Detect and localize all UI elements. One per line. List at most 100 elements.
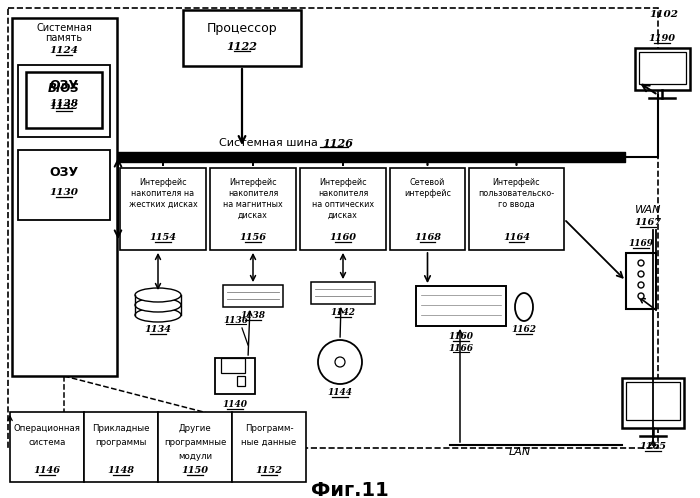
Text: 1128: 1128 [50, 99, 78, 108]
Text: 1150: 1150 [181, 466, 209, 475]
Bar [311, 282, 375, 304]
Bar [18, 150, 110, 220]
Text: го ввода: го ввода [498, 200, 535, 209]
Text: интерфейс: интерфейс [404, 189, 451, 198]
Text: 1146: 1146 [34, 466, 60, 475]
Bar [622, 378, 684, 428]
Text: Фиг.11: Фиг.11 [311, 481, 389, 498]
Bar [635, 48, 690, 90]
Text: накопителя на: накопителя на [132, 189, 195, 198]
Bar [416, 286, 506, 326]
Text: 1154: 1154 [150, 233, 176, 242]
Text: 1140: 1140 [223, 399, 248, 408]
Ellipse shape [515, 293, 533, 321]
Text: дисках: дисках [238, 211, 268, 220]
Circle shape [638, 271, 644, 277]
Bar [237, 376, 245, 386]
Text: Интерфейс: Интерфейс [229, 177, 276, 186]
Text: ОЗУ: ОЗУ [50, 165, 78, 178]
Text: Операционная: Операционная [13, 423, 80, 432]
Ellipse shape [135, 308, 181, 322]
Text: LAN: LAN [509, 447, 531, 457]
Text: Интерфейс: Интерфейс [493, 177, 540, 186]
Text: программные: программные [164, 438, 226, 447]
Text: 1144: 1144 [328, 387, 353, 396]
Bar [8, 8, 658, 448]
Text: 1169: 1169 [629, 239, 654, 248]
Ellipse shape [135, 298, 181, 312]
Text: 1167: 1167 [634, 218, 662, 227]
Text: Другие: Другие [178, 423, 211, 432]
Text: 1136: 1136 [223, 316, 248, 325]
Bar [232, 412, 306, 482]
Bar [158, 412, 232, 482]
Text: 1126: 1126 [322, 137, 353, 148]
Text: накопителя: накопителя [318, 189, 368, 198]
Text: 1122: 1122 [227, 40, 258, 51]
Circle shape [318, 340, 362, 384]
Bar [300, 168, 386, 250]
Bar [26, 72, 102, 128]
Text: 1164: 1164 [503, 233, 530, 242]
Text: 1162: 1162 [512, 325, 536, 334]
Text: ные данные: ные данные [241, 438, 297, 447]
Bar [639, 52, 686, 84]
Text: 1138: 1138 [241, 310, 265, 320]
Bar [390, 168, 465, 250]
Text: Интерфейс: Интерфейс [139, 177, 187, 186]
Bar [120, 168, 206, 250]
Text: программы: программы [95, 438, 147, 447]
Text: 1148: 1148 [108, 466, 134, 475]
Text: модули: модули [178, 452, 212, 461]
Text: Системная: Системная [36, 23, 92, 33]
Bar [12, 18, 117, 376]
Text: Процессор: Процессор [206, 21, 277, 34]
Bar [18, 65, 110, 137]
Text: 1168: 1168 [414, 233, 441, 242]
Bar [626, 382, 680, 420]
Bar [221, 358, 245, 373]
Text: 1160: 1160 [449, 332, 473, 341]
Circle shape [335, 357, 345, 367]
Text: 1124: 1124 [50, 45, 78, 54]
Text: 1156: 1156 [239, 233, 267, 242]
Text: Сетевой: Сетевой [410, 177, 445, 186]
Text: система: система [28, 438, 66, 447]
Text: жестких дисках: жестких дисках [129, 200, 197, 209]
Bar [10, 412, 84, 482]
Bar [223, 285, 283, 307]
Text: память: память [46, 33, 83, 43]
Text: Интерфейс: Интерфейс [319, 177, 367, 186]
Text: 1190: 1190 [648, 33, 676, 42]
Text: Прикладные: Прикладные [92, 423, 150, 432]
Text: Системная шина: Системная шина [219, 138, 318, 148]
Text: ОЗУ: ОЗУ [50, 79, 78, 92]
Text: 1152: 1152 [256, 466, 283, 475]
Circle shape [638, 260, 644, 266]
Text: накопителя: накопителя [228, 189, 278, 198]
Text: Программ-: Программ- [245, 423, 293, 432]
Text: 1132: 1132 [50, 102, 78, 111]
Text: на оптических: на оптических [312, 200, 374, 209]
Circle shape [638, 293, 644, 299]
Ellipse shape [135, 288, 181, 302]
Text: дисках: дисках [328, 211, 358, 220]
Text: 1102: 1102 [650, 9, 678, 18]
Bar [183, 10, 301, 66]
Bar [210, 168, 296, 250]
Text: BIOS: BIOS [48, 82, 80, 95]
Bar [215, 358, 255, 394]
Text: 1130: 1130 [50, 188, 78, 197]
Text: 1160: 1160 [330, 233, 356, 242]
Text: 1142: 1142 [330, 307, 356, 317]
Text: 1134: 1134 [144, 325, 172, 334]
Text: 1165: 1165 [640, 442, 666, 451]
Bar [469, 168, 564, 250]
Text: 1166: 1166 [449, 344, 473, 353]
Circle shape [638, 282, 644, 288]
Text: WAN: WAN [635, 205, 661, 215]
Text: пользовательско-: пользовательско- [478, 189, 554, 198]
Bar [626, 253, 656, 309]
Text: на магнитных: на магнитных [223, 200, 283, 209]
Bar [84, 412, 158, 482]
